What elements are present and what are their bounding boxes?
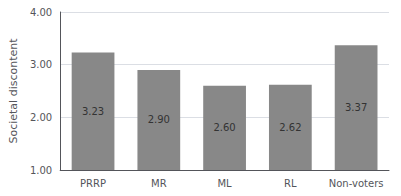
svg-text:Non-voters: Non-voters [329,178,384,189]
svg-text:2.62: 2.62 [279,122,301,133]
svg-text:3.37: 3.37 [345,102,367,113]
svg-text:RL: RL [284,178,297,189]
svg-text:2.60: 2.60 [213,122,235,133]
svg-text:2.00: 2.00 [30,112,52,123]
svg-text:MR: MR [151,178,167,189]
svg-text:4.00: 4.00 [30,7,52,18]
svg-text:Societal discontent: Societal discontent [7,38,20,144]
svg-text:1.00: 1.00 [30,165,52,176]
svg-text:2.90: 2.90 [148,114,170,125]
svg-text:ML: ML [217,178,232,189]
svg-text:PRRP: PRRP [80,178,106,189]
svg-text:3.23: 3.23 [82,106,104,117]
svg-text:3.00: 3.00 [30,59,52,70]
